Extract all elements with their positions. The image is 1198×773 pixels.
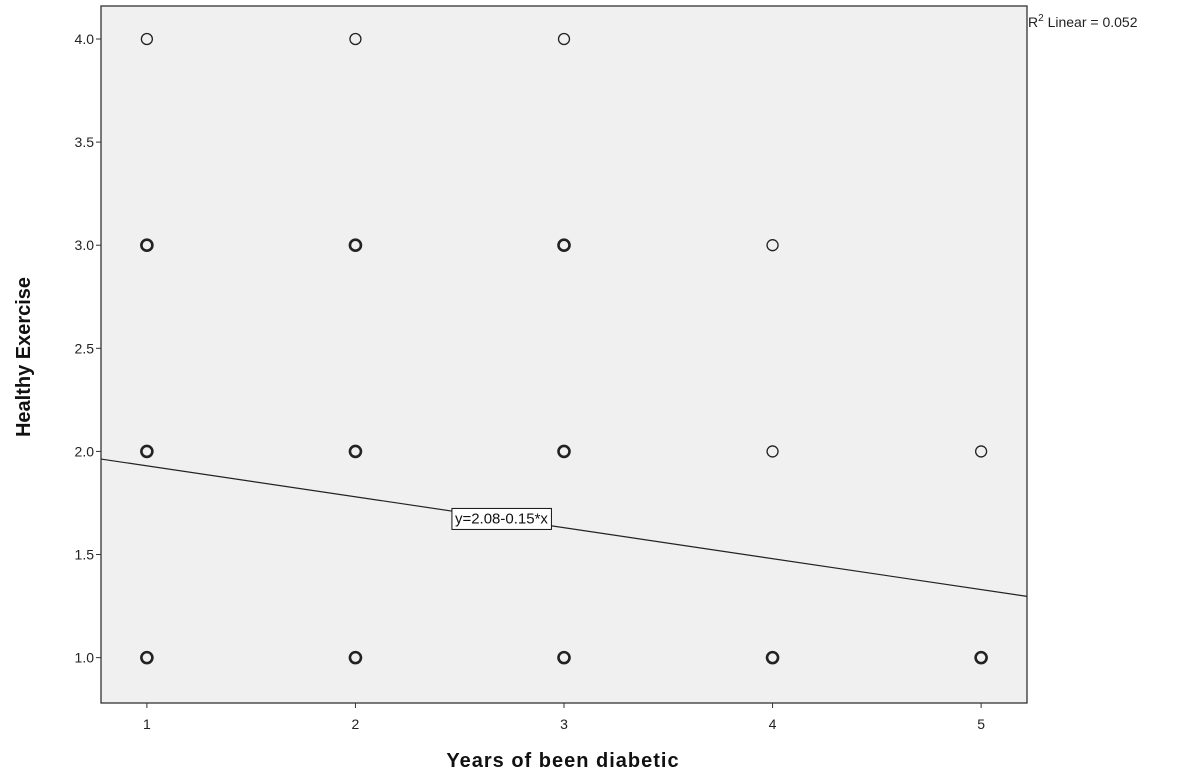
- scatter-point: [140, 238, 154, 253]
- x-axis-title: Years of been diabetic: [446, 750, 679, 772]
- y-tick-label: 3.0: [75, 237, 95, 253]
- x-tick-label: 5: [977, 716, 985, 732]
- scatter-point: [348, 238, 363, 253]
- r2-suffix: Linear = 0.052: [1044, 14, 1138, 30]
- scatter-point: [765, 650, 780, 665]
- y-axis-title: Healthy Exercise: [13, 277, 35, 437]
- y-tick-label: 1.0: [75, 650, 95, 666]
- x-tick-label: 1: [143, 716, 151, 732]
- y-tick-label: 2.0: [75, 443, 95, 459]
- scatter-point: [348, 650, 363, 665]
- x-tick-label: 3: [560, 716, 568, 732]
- y-tick-label: 4.0: [75, 31, 95, 47]
- r2-linear-label: R2 Linear = 0.052: [1028, 13, 1138, 30]
- scatter-point: [557, 650, 571, 665]
- fit-equation-label: y=2.08-0.15*x: [455, 510, 548, 527]
- scatter-point: [974, 445, 988, 458]
- plot-area: [100, 5, 1028, 704]
- scatter-point: [557, 32, 571, 46]
- scatter-point: [766, 445, 779, 458]
- y-tick-label: 2.5: [75, 340, 95, 356]
- scatter-point: [766, 239, 779, 252]
- y-tick-label: 1.5: [75, 547, 95, 563]
- fit-line: [100, 458, 1028, 597]
- r2-superscript: 2: [1038, 13, 1044, 24]
- y-tick-label: 3.5: [75, 134, 95, 150]
- scatter-point: [557, 238, 571, 253]
- scatter-point: [557, 444, 571, 459]
- scatter-point: [348, 444, 363, 459]
- scatter-point: [140, 32, 154, 46]
- scatter-point: [974, 650, 988, 665]
- scatter-point: [140, 650, 154, 665]
- scatter-point: [140, 444, 154, 459]
- x-tick-label: 4: [769, 716, 777, 732]
- scatter-point: [349, 32, 362, 46]
- fit-equation-box: [451, 507, 552, 530]
- r2-prefix: R: [1028, 14, 1038, 30]
- x-tick-label: 2: [352, 716, 360, 732]
